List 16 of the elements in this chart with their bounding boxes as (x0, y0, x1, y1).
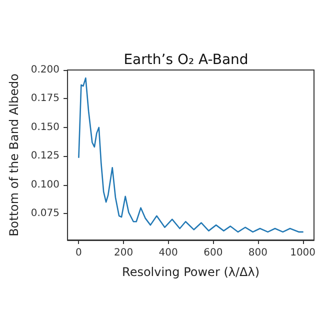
y-tick-label: 0.100 (30, 179, 60, 190)
chart-title: Earth’s O₂ A-Band (124, 52, 248, 68)
x-axis-title: Resolving Power (λ/Δλ) (122, 265, 260, 279)
x-tick-label: 200 (114, 248, 134, 258)
y-tick-label: 0.200 (30, 64, 60, 76)
line-series (78, 77, 304, 233)
y-tick-label: 0.175 (30, 93, 60, 104)
x-tick-label: 800 (248, 248, 268, 258)
x-tick-label: 400 (158, 248, 178, 258)
y-tick-label: 0.150 (30, 122, 60, 133)
x-tick-label: 0 (76, 248, 82, 258)
x-tick-label: 1000 (290, 248, 316, 258)
x-tick-label: 600 (204, 248, 223, 258)
y-axis-title: Bottom of the Band Albedo (7, 74, 21, 236)
y-tick-label: 0.075 (30, 208, 60, 220)
y-tick-label: 0.125 (30, 150, 60, 162)
